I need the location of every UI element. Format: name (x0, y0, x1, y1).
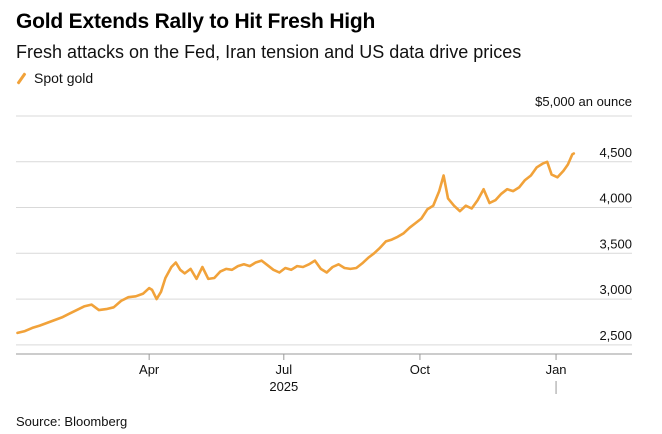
legend: Spot gold (16, 70, 93, 86)
x-tick-label: Oct (410, 362, 431, 377)
legend-label: Spot gold (34, 70, 94, 86)
y-tick-label: 3,000 (599, 282, 632, 297)
x-tick-label: Jul (275, 362, 292, 377)
y-unit-label: $5,000 an ounce (535, 94, 632, 109)
y-tick-label: 3,500 (599, 236, 632, 251)
y-tick-label: 4,500 (599, 145, 632, 160)
chart-subtitle: Fresh attacks on the Fed, Iran tension a… (16, 42, 522, 62)
axes: $5,000 an ounce 2,500 3,000 3,500 4,000 4,500… (16, 94, 632, 394)
series-layer (16, 152, 576, 335)
series-line-spot-gold (16, 152, 576, 335)
x-year-label: 2025 (269, 379, 298, 394)
gridlines (16, 115, 632, 346)
chart-title: Gold Extends Rally to Hit Fresh High (16, 10, 376, 33)
y-tick-label: 2,500 (599, 328, 632, 343)
y-tick-label: 4,000 (599, 191, 632, 206)
source-note: Source: Bloomberg (16, 414, 128, 429)
x-tick-label: Apr (139, 362, 160, 377)
x-tick-label: Jan (546, 362, 567, 377)
